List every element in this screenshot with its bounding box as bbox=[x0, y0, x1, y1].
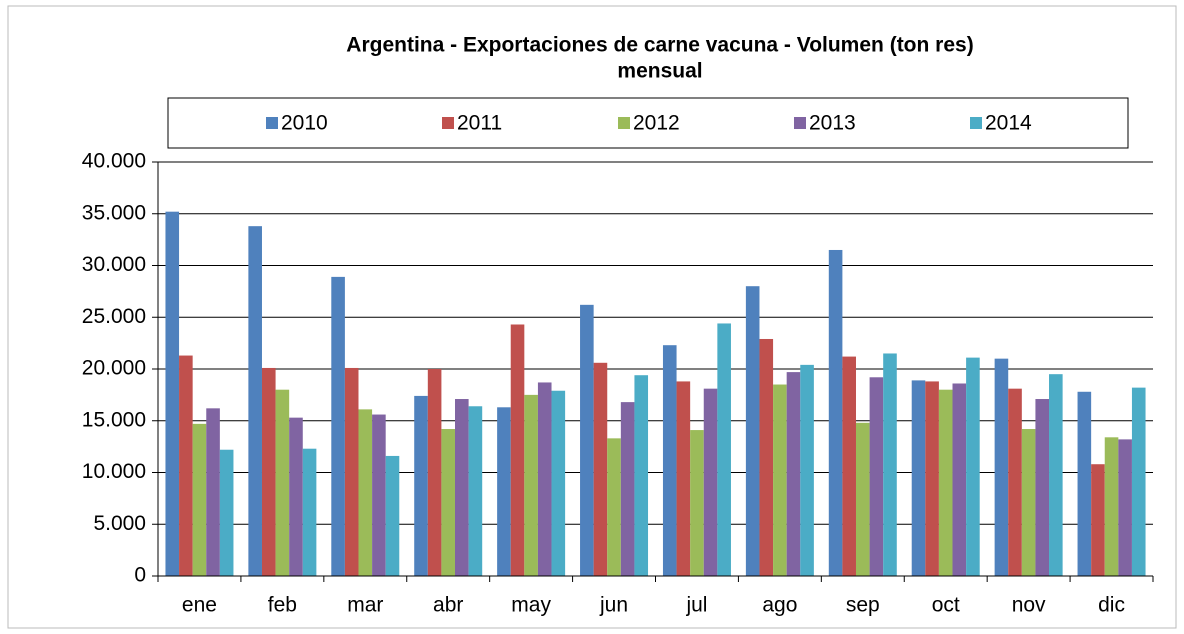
y-tick-label: 15.000 bbox=[82, 408, 146, 431]
bar bbox=[620, 402, 635, 576]
legend-label: 2010 bbox=[281, 112, 328, 135]
bar bbox=[1008, 388, 1022, 576]
bar bbox=[759, 338, 774, 576]
bar bbox=[938, 389, 953, 576]
legend-swatch bbox=[442, 117, 454, 129]
bar bbox=[925, 381, 939, 576]
bar bbox=[745, 286, 760, 576]
legend-label: 2011 bbox=[457, 112, 502, 135]
bar bbox=[1049, 374, 1063, 576]
chart-title: Argentina - Exportaciones de carne vacun… bbox=[346, 34, 973, 57]
y-tick-label: 20.000 bbox=[82, 357, 146, 380]
bar bbox=[1021, 429, 1036, 576]
bar bbox=[510, 324, 525, 576]
bar bbox=[855, 422, 870, 576]
bar bbox=[662, 345, 677, 576]
bar bbox=[607, 438, 621, 576]
bar bbox=[524, 394, 538, 576]
bar bbox=[551, 390, 566, 576]
y-tick-label: 35.000 bbox=[82, 201, 146, 224]
y-tick-label: 0 bbox=[134, 564, 146, 587]
bar bbox=[179, 355, 193, 576]
bar bbox=[358, 409, 373, 576]
x-tick-label: ene bbox=[182, 594, 217, 617]
bar bbox=[994, 358, 1009, 576]
x-tick-label: may bbox=[511, 594, 551, 617]
bar bbox=[911, 380, 926, 576]
bar bbox=[192, 423, 207, 576]
x-tick-label: mar bbox=[347, 594, 383, 617]
bar bbox=[497, 407, 511, 576]
x-tick-label: feb bbox=[268, 594, 297, 617]
x-tick-label: ago bbox=[762, 594, 797, 617]
bar bbox=[165, 211, 180, 576]
bar bbox=[690, 430, 704, 576]
legend-label: 2014 bbox=[985, 112, 1032, 135]
x-tick-label: nov bbox=[1012, 594, 1046, 617]
bar bbox=[302, 448, 317, 576]
bar bbox=[634, 375, 649, 576]
x-tick-label: oct bbox=[932, 594, 960, 617]
chart-title: mensual bbox=[617, 60, 702, 83]
legend-swatch bbox=[618, 117, 630, 129]
legend-swatch bbox=[794, 117, 806, 129]
bar bbox=[261, 367, 276, 576]
legend-swatch bbox=[266, 117, 278, 129]
legend-swatch bbox=[970, 117, 982, 129]
bar bbox=[703, 388, 718, 576]
bar bbox=[414, 395, 428, 576]
bar bbox=[966, 357, 980, 576]
bar bbox=[786, 372, 801, 576]
bar bbox=[427, 369, 442, 576]
x-tick-label: jul bbox=[685, 594, 707, 617]
bar bbox=[1035, 399, 1050, 576]
bar bbox=[717, 323, 731, 576]
y-tick-label: 5.000 bbox=[93, 512, 146, 535]
bar bbox=[1104, 437, 1119, 576]
bar bbox=[206, 408, 220, 576]
bar bbox=[842, 356, 856, 576]
bar bbox=[455, 399, 469, 576]
y-tick-label: 30.000 bbox=[82, 253, 146, 276]
bar bbox=[275, 389, 290, 576]
bar bbox=[537, 382, 552, 576]
x-tick-label: sep bbox=[846, 594, 880, 617]
legend-label: 2012 bbox=[633, 112, 680, 135]
bar bbox=[219, 449, 234, 576]
bar bbox=[385, 455, 400, 576]
x-tick-label: abr bbox=[433, 594, 463, 617]
bar bbox=[468, 406, 483, 576]
bar bbox=[883, 353, 897, 576]
x-tick-label: jun bbox=[599, 594, 628, 617]
bar bbox=[331, 276, 345, 576]
bar bbox=[441, 429, 456, 576]
y-tick-label: 10.000 bbox=[82, 460, 146, 483]
bar bbox=[800, 364, 814, 576]
bar bbox=[828, 249, 843, 576]
bar bbox=[1131, 387, 1146, 576]
bar bbox=[1118, 439, 1132, 576]
bar bbox=[593, 362, 608, 576]
bar bbox=[372, 414, 386, 576]
legend-box bbox=[167, 97, 1129, 149]
bar bbox=[248, 226, 262, 577]
bar bbox=[869, 377, 884, 576]
bar bbox=[1077, 391, 1092, 576]
bar bbox=[952, 383, 967, 576]
y-tick-label: 40.000 bbox=[82, 150, 146, 173]
bar bbox=[1091, 464, 1105, 576]
bar bbox=[344, 367, 359, 576]
y-tick-label: 25.000 bbox=[82, 305, 146, 328]
bar bbox=[580, 304, 594, 576]
bar bbox=[773, 384, 787, 576]
bar bbox=[289, 417, 303, 576]
x-tick-label: dic bbox=[1098, 594, 1125, 617]
bar bbox=[676, 381, 691, 576]
legend-label: 2013 bbox=[809, 112, 856, 135]
